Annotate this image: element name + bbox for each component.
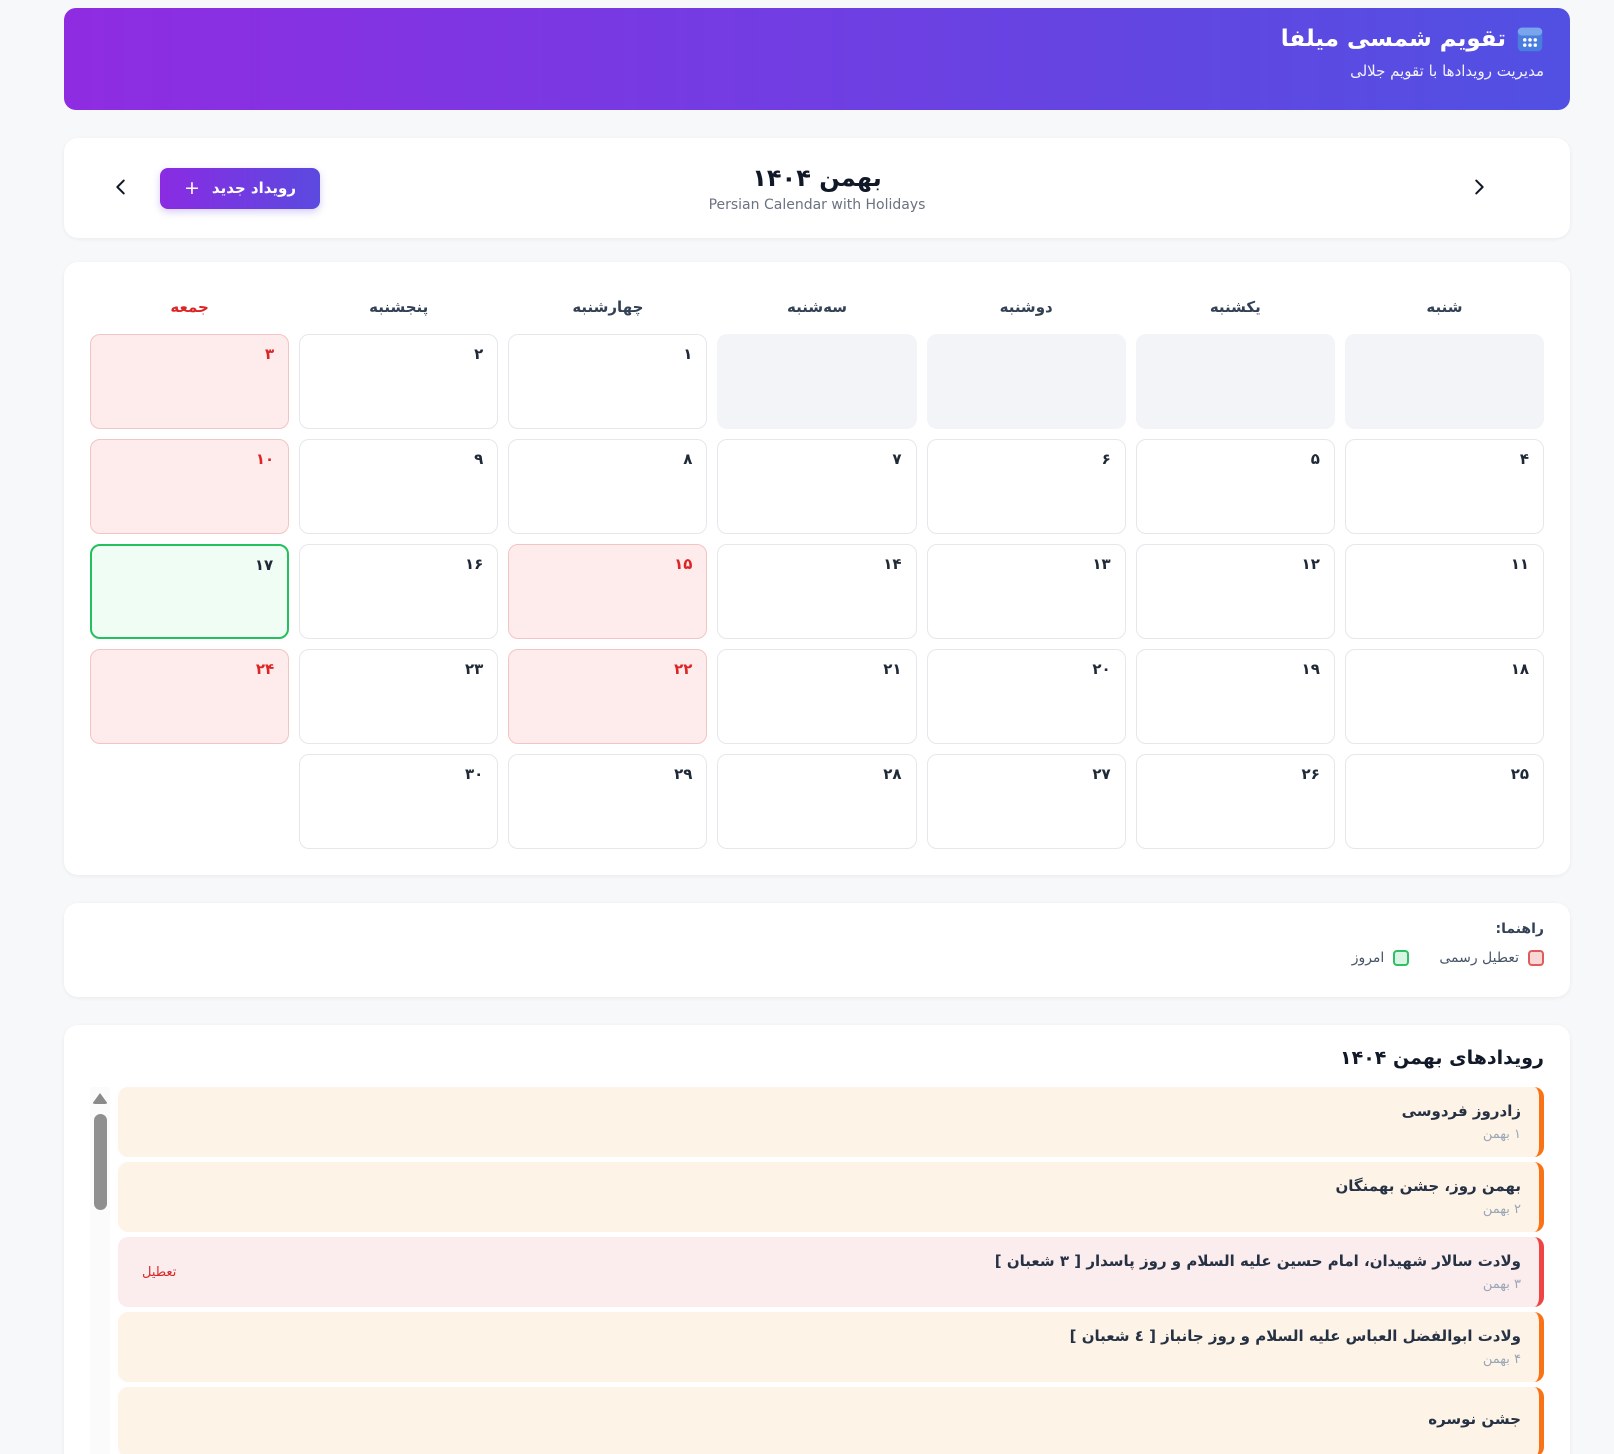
plus-icon: +	[184, 176, 200, 199]
day-cell[interactable]: ۲۰	[926, 649, 1126, 744]
day-cell[interactable]: ۲۱	[717, 649, 917, 744]
day-cell[interactable]: ۱۷	[90, 544, 290, 639]
event-title: زادروز فردوسی	[1401, 1102, 1521, 1120]
day-cell[interactable]: ۱۸	[1344, 649, 1544, 744]
nav-left-group: رویداد جدید +	[110, 167, 321, 209]
calendar-icon	[1516, 25, 1544, 53]
day-cell[interactable]: ۳	[90, 334, 290, 429]
weekday-label: یکشنبه	[1209, 298, 1261, 316]
day-cell[interactable]: ۱۶	[299, 544, 499, 639]
events-card: رویدادهای بهمن ۱۴۰۴ زادروز فردوسی ۱ بهمن	[64, 1025, 1570, 1454]
event-date: ۳ بهمن	[1482, 1277, 1521, 1292]
legend-swatch-icon	[1528, 950, 1544, 966]
day-cell[interactable]: ۹	[299, 439, 499, 534]
calendar-card: شنبه یکشنبه دوشنبه سه‌شنبه چهارشنبه پنجش…	[64, 262, 1570, 875]
event-title: ولادت سالار شهیدان، امام حسین علیه السلا…	[994, 1252, 1521, 1270]
legend-item-label: تعطیل رسمی	[1439, 950, 1519, 966]
app-header: تقویم شمسی میلفا مدیریت رویدادها با تقوی…	[64, 8, 1570, 110]
scroll-up-arrow-icon[interactable]	[92, 1093, 108, 1104]
event-item[interactable]: زادروز فردوسی ۱ بهمن	[118, 1087, 1544, 1157]
day-cell[interactable]: ۱	[508, 334, 708, 429]
weekday-label: پنجشنبه	[369, 298, 429, 316]
app-title-text: تقویم شمسی میلفا	[1280, 26, 1506, 52]
day-cell[interactable]: ۱۰	[90, 439, 290, 534]
scrollbar-thumb[interactable]	[93, 1114, 107, 1210]
chevron-right-icon	[1468, 176, 1490, 201]
event-text: زادروز فردوسی ۱ بهمن	[1402, 1102, 1521, 1142]
weekday-label: چهارشنبه	[572, 298, 644, 316]
event-title: بهمن روز، جشن بهمنگان	[1335, 1177, 1522, 1195]
day-cell[interactable]: ۱۱	[1344, 544, 1544, 639]
event-title: ولادت ابوالفضل العباس علیه السلام و روز …	[1069, 1327, 1521, 1345]
app-subtitle: مدیریت رویدادها با تقویم جلالی	[1350, 62, 1544, 80]
day-cell[interactable]: ۶	[926, 439, 1126, 534]
events-scrollbar[interactable]	[90, 1087, 110, 1454]
weekday-label: جمعه	[170, 298, 209, 316]
app-title: تقویم شمسی میلفا	[90, 25, 1544, 53]
day-cell[interactable]: ۲۳	[299, 649, 499, 744]
event-item[interactable]: ولادت سالار شهیدان، امام حسین علیه السلا…	[118, 1237, 1544, 1307]
legend-item: امروز	[1352, 950, 1410, 966]
event-title: جشن نوسره	[1428, 1409, 1521, 1428]
event-text: ولادت ابوالفضل العباس علیه السلام و روز …	[1070, 1327, 1521, 1367]
day-cell[interactable]: ۲۶	[1135, 754, 1335, 849]
day-cell[interactable]: ۱۲	[1135, 544, 1335, 639]
day-cell[interactable]: ۱۳	[926, 544, 1126, 639]
day-cell[interactable]: ۴	[1344, 439, 1544, 534]
day-cell[interactable]: ۱۵	[508, 544, 708, 639]
event-list: زادروز فردوسی ۱ بهمن بهمن روز، جشن بهمنگ…	[118, 1087, 1544, 1454]
chevron-left-icon	[110, 176, 132, 201]
prev-month-button[interactable]	[110, 176, 132, 201]
day-cell[interactable]	[926, 334, 1126, 429]
day-cell[interactable]: ۵	[1135, 439, 1335, 534]
day-cell[interactable]: ۲۲	[508, 649, 708, 744]
day-cell[interactable]: ۲۹	[508, 754, 708, 849]
weekday-header-row: شنبه یکشنبه دوشنبه سه‌شنبه چهارشنبه پنجش…	[90, 288, 1544, 326]
day-cell[interactable]: ۱۹	[1135, 649, 1335, 744]
event-date: ۱ بهمن	[1482, 1127, 1521, 1142]
event-item[interactable]: بهمن روز، جشن بهمنگان ۲ بهمن	[118, 1162, 1544, 1232]
weekday-label: شنبه	[1426, 298, 1463, 316]
day-cell[interactable]: ۱۴	[717, 544, 917, 639]
legend-card: راهنما: تعطیل رسمی امروز	[64, 903, 1570, 997]
day-cell[interactable]: ۲۵	[1344, 754, 1544, 849]
legend-title: راهنما:	[1495, 921, 1544, 937]
weekday-label: دوشنبه	[999, 298, 1053, 316]
event-holiday-badge: تعطیل	[142, 1264, 177, 1280]
day-cell[interactable]	[1135, 334, 1335, 429]
day-cell[interactable]: ۸	[508, 439, 708, 534]
events-title: رویدادهای بهمن ۱۴۰۴	[1340, 1047, 1544, 1069]
event-date: ۴ بهمن	[1482, 1352, 1521, 1367]
event-date: ۲ بهمن	[1482, 1202, 1521, 1217]
new-event-button[interactable]: رویداد جدید +	[160, 167, 321, 209]
legend-swatch-icon	[1393, 950, 1410, 966]
day-cell[interactable]: ۲	[299, 334, 499, 429]
month-navbar: بهمن ۱۴۰۴ Persian Calendar with Holidays…	[64, 138, 1570, 238]
event-item[interactable]: ولادت ابوالفضل العباس علیه السلام و روز …	[118, 1312, 1544, 1382]
event-text: بهمن روز، جشن بهمنگان ۲ بهمن	[1336, 1177, 1522, 1217]
event-item[interactable]: جشن نوسره	[118, 1387, 1544, 1454]
day-cell[interactable]: ۲۷	[926, 754, 1126, 849]
legend-item-label: امروز	[1351, 950, 1385, 966]
legend-row: تعطیل رسمی امروز	[90, 950, 1544, 966]
day-cell[interactable]	[1344, 334, 1544, 429]
day-cell[interactable]: ۲۸	[717, 754, 917, 849]
day-cell[interactable]: ۳۰	[299, 754, 499, 849]
legend-item: تعطیل رسمی	[1439, 950, 1544, 966]
day-cell[interactable]: ۲۴	[90, 649, 290, 744]
new-event-label: رویداد جدید	[211, 179, 297, 197]
weekday-label: سه‌شنبه	[787, 298, 847, 316]
event-text: ولادت سالار شهیدان، امام حسین علیه السلا…	[995, 1252, 1521, 1292]
day-cell[interactable]	[717, 334, 917, 429]
day-cell[interactable]: ۷	[717, 439, 917, 534]
day-cell[interactable]	[90, 754, 289, 849]
event-text: جشن نوسره	[1428, 1410, 1521, 1435]
events-body: زادروز فردوسی ۱ بهمن بهمن روز، جشن بهمنگ…	[90, 1087, 1544, 1454]
next-month-button[interactable]	[1468, 176, 1490, 201]
day-grid: ۱ ۲ ۳ ۴ ۵ ۶ ۷ ۸ ۹ ۱۰ ۱۱ ۱۲	[90, 334, 1544, 849]
